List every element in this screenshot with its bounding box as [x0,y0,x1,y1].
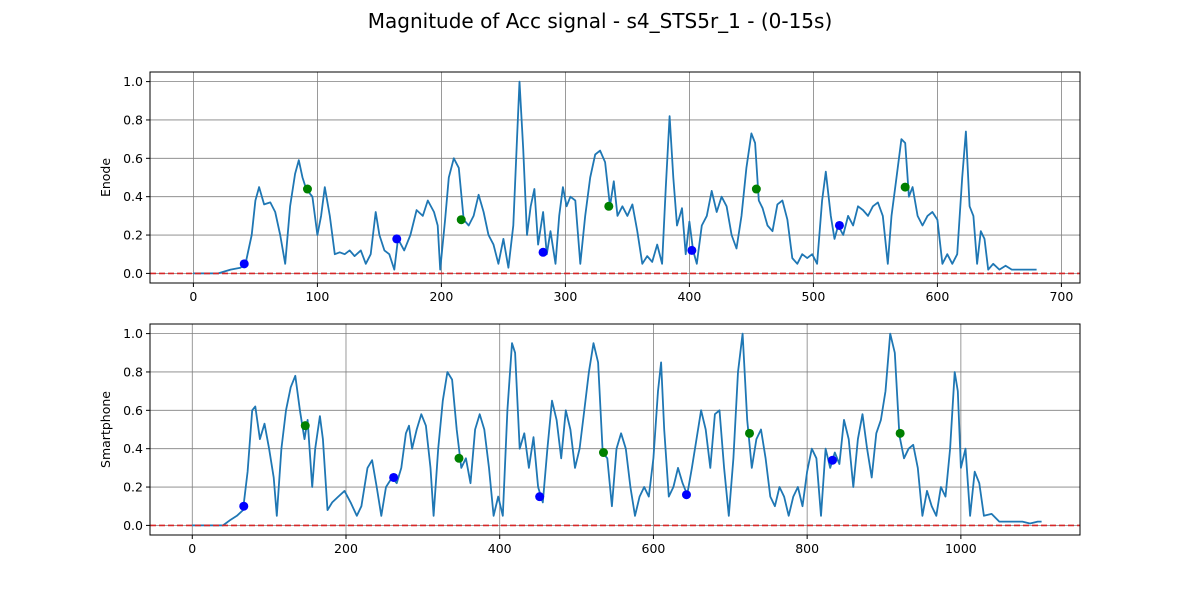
y-axis-label: Smartphone [98,391,113,468]
x-tick-label: 700 [1049,289,1073,304]
blue-marker [239,501,249,511]
signal-line [192,332,1042,527]
x-tick-label: 400 [677,289,701,304]
blue-marker [239,259,249,269]
green-marker [900,182,910,192]
y-tick-label: 0.2 [123,228,143,243]
y-tick-label: 0.4 [123,189,143,204]
axes-frame [149,71,1081,284]
smartphone-subplot: 0 200 400 600 800 1000 0.0 0.2 0.4 0.6 0.8 1.0 Smart… [98,323,1081,556]
y-tick-label: 0.6 [123,151,143,166]
blue-marker [834,220,844,230]
green-marker [454,453,464,463]
y-axis-label: Enode [98,158,113,197]
x-tick-label: 200 [429,289,453,304]
x-tick-label: 0 [188,541,196,556]
y-tick-label: 1.0 [123,74,143,89]
green-marker [895,428,905,438]
x-tick-label: 300 [553,289,577,304]
x-tick-label: 800 [795,541,819,556]
blue-marker [687,245,697,255]
green-marker [302,184,312,194]
y-tick-label: 0.4 [123,441,143,456]
x-tick-label: 600 [925,289,949,304]
blue-marker [389,472,399,482]
y-tick-label: 0.8 [123,112,143,127]
signal-line [193,80,1037,275]
y-tick-label: 0.0 [123,518,143,533]
blue-marker [392,234,402,244]
green-marker [604,201,614,211]
figure-title: Magnitude of Acc signal - s4_STS5r_1 - (… [368,9,833,33]
x-tick-label: 100 [305,289,329,304]
blue-marker [535,492,545,502]
green-marker [751,184,761,194]
blue-marker [681,490,691,500]
y-tick-label: 1.0 [123,326,143,341]
green-marker [598,448,608,458]
x-tick-label: 200 [334,541,358,556]
blue-marker [538,247,548,257]
y-tick-label: 0.8 [123,364,143,379]
axes-frame [149,323,1081,536]
green-marker [745,428,755,438]
y-tick-label: 0.0 [123,266,143,281]
blue-marker [828,455,838,465]
x-tick-label: 500 [801,289,825,304]
green-marker [456,215,466,225]
green-marker [300,421,310,431]
x-tick-label: 400 [488,541,512,556]
x-tick-label: 600 [642,541,666,556]
y-tick-label: 0.2 [123,480,143,495]
enode-subplot: 0 100 200 300 400 500 600 700 0.0 0.2 0.4 0.6 0.8 1.0… [98,71,1081,304]
x-tick-label: 1000 [945,541,977,556]
x-tick-label: 0 [189,289,197,304]
y-tick-label: 0.6 [123,403,143,418]
